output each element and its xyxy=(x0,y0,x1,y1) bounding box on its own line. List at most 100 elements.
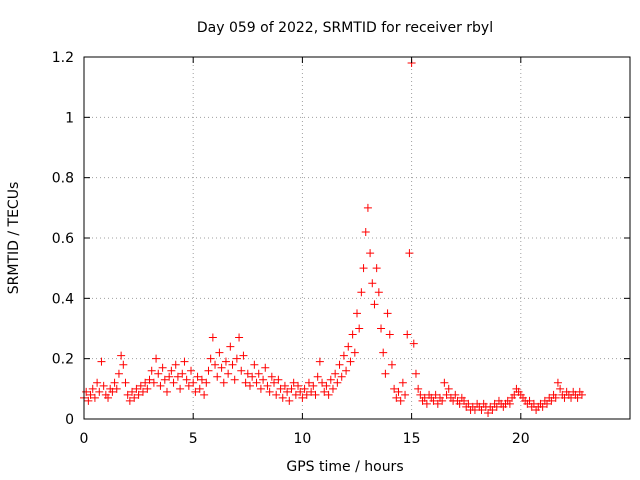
data-point xyxy=(383,309,392,318)
data-point xyxy=(298,393,307,402)
data-point xyxy=(346,357,355,366)
data-point xyxy=(460,396,469,405)
data-point xyxy=(409,339,418,348)
data-point xyxy=(366,249,375,258)
data-point xyxy=(256,384,265,393)
data-point xyxy=(248,372,257,381)
data-point xyxy=(206,354,215,363)
data-point xyxy=(232,354,241,363)
data-point xyxy=(484,408,493,417)
data-point xyxy=(315,357,324,366)
data-point xyxy=(363,203,372,212)
chart-title: Day 059 of 2022, SRMTID for receiver rby… xyxy=(197,20,493,36)
data-point xyxy=(464,399,473,408)
y-tick-label: 0.4 xyxy=(52,291,74,307)
data-point xyxy=(95,387,104,396)
y-tick-label: 0.2 xyxy=(52,352,74,368)
data-point xyxy=(331,369,340,378)
data-point xyxy=(230,375,239,384)
data-point xyxy=(156,381,165,390)
data-point xyxy=(99,381,108,390)
data-point xyxy=(226,342,235,351)
data-point xyxy=(294,381,303,390)
data-point xyxy=(195,384,204,393)
x-tick-label: 20 xyxy=(512,431,530,447)
data-point xyxy=(344,342,353,351)
data-point xyxy=(193,372,202,381)
data-point xyxy=(130,393,139,402)
data-point xyxy=(125,396,134,405)
data-point xyxy=(191,387,200,396)
data-point xyxy=(252,378,261,387)
data-point xyxy=(149,378,158,387)
data-point xyxy=(259,375,268,384)
data-point xyxy=(350,348,359,357)
data-point xyxy=(184,381,193,390)
data-point xyxy=(396,396,405,405)
data-point xyxy=(525,396,534,405)
data-point xyxy=(335,360,344,369)
data-point xyxy=(128,387,137,396)
data-point xyxy=(84,396,93,405)
y-tick-labels: 0 0.2 0.4 0.6 0.8 1 1.2 xyxy=(52,50,74,428)
data-point xyxy=(182,375,191,384)
data-point xyxy=(440,378,449,387)
data-point xyxy=(296,387,305,396)
data-point xyxy=(123,390,132,399)
data-point xyxy=(132,384,141,393)
data-point xyxy=(235,333,244,342)
data-point xyxy=(228,360,237,369)
y-tick-label: 0.6 xyxy=(52,231,74,247)
data-point xyxy=(147,366,156,375)
data-point xyxy=(219,378,228,387)
data-point xyxy=(274,375,283,384)
data-point xyxy=(145,375,154,384)
x-tick-label: 5 xyxy=(189,431,198,447)
data-point xyxy=(280,381,289,390)
data-point xyxy=(224,369,233,378)
data-point xyxy=(202,378,211,387)
data-point xyxy=(171,360,180,369)
grid-lines xyxy=(84,57,630,419)
data-point xyxy=(114,369,123,378)
data-point xyxy=(108,387,117,396)
data-point xyxy=(173,372,182,381)
data-point xyxy=(573,393,582,402)
data-point xyxy=(287,384,296,393)
data-point xyxy=(405,249,414,258)
data-point xyxy=(438,396,447,405)
data-point xyxy=(411,369,420,378)
data-point xyxy=(320,387,329,396)
data-point xyxy=(455,399,464,408)
data-point xyxy=(187,366,196,375)
data-point xyxy=(551,393,560,402)
data-point xyxy=(86,390,95,399)
data-point xyxy=(143,384,152,393)
data-point xyxy=(278,393,287,402)
data-point xyxy=(276,384,285,393)
data-point xyxy=(339,351,348,360)
data-point xyxy=(538,402,547,411)
x-tick-label: 10 xyxy=(293,431,311,447)
data-point xyxy=(387,360,396,369)
data-point xyxy=(117,351,126,360)
data-point xyxy=(422,399,431,408)
data-point xyxy=(333,378,342,387)
data-point xyxy=(505,399,514,408)
data-point xyxy=(348,330,357,339)
y-tick-label: 1 xyxy=(65,110,74,126)
data-point xyxy=(547,396,556,405)
x-tick-labels: 0 5 10 15 20 xyxy=(80,431,530,447)
data-point xyxy=(243,369,252,378)
data-point xyxy=(136,381,145,390)
data-point xyxy=(313,372,322,381)
data-point xyxy=(152,354,161,363)
data-point xyxy=(355,324,364,333)
data-point xyxy=(215,348,224,357)
data-point xyxy=(300,384,309,393)
x-tick-label: 15 xyxy=(403,431,421,447)
data-point xyxy=(119,360,128,369)
data-point xyxy=(322,381,331,390)
data-point xyxy=(221,357,230,366)
